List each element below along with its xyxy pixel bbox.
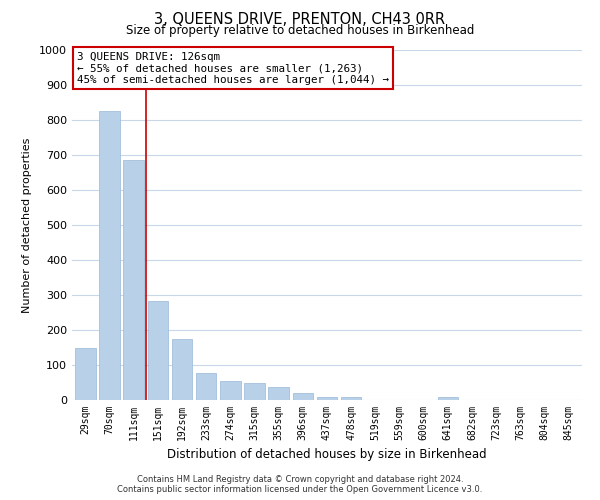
Bar — [75, 348, 95, 400]
Bar — [437, 396, 458, 400]
Bar — [172, 340, 192, 400]
X-axis label: Distribution of detached houses by size in Birkenhead: Distribution of detached houses by size … — [167, 448, 487, 462]
Bar — [293, 393, 313, 400]
Bar — [341, 397, 361, 400]
Text: Contains HM Land Registry data © Crown copyright and database right 2024.
Contai: Contains HM Land Registry data © Crown c… — [118, 474, 482, 494]
Text: Size of property relative to detached houses in Birkenhead: Size of property relative to detached ho… — [126, 24, 474, 37]
Bar — [317, 396, 337, 400]
Text: 3 QUEENS DRIVE: 126sqm
← 55% of detached houses are smaller (1,263)
45% of semi-: 3 QUEENS DRIVE: 126sqm ← 55% of detached… — [77, 52, 389, 85]
Bar — [196, 372, 217, 400]
Bar — [220, 381, 241, 400]
Bar — [148, 301, 168, 400]
Bar — [99, 112, 120, 400]
Text: 3, QUEENS DRIVE, PRENTON, CH43 0RR: 3, QUEENS DRIVE, PRENTON, CH43 0RR — [154, 12, 446, 28]
Bar — [244, 382, 265, 400]
Y-axis label: Number of detached properties: Number of detached properties — [22, 138, 32, 312]
Bar — [124, 160, 144, 400]
Bar — [268, 386, 289, 400]
